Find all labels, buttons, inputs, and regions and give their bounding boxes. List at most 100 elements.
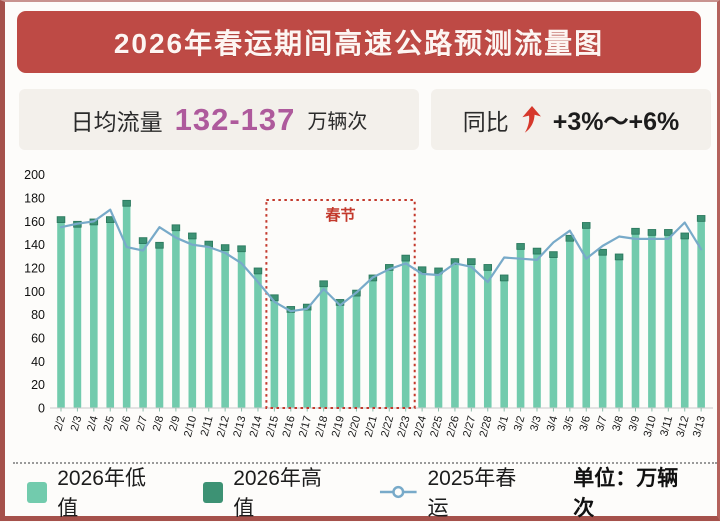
y-axis-tick-label: 60 (31, 332, 45, 346)
x-axis-date-label: 3/7 (594, 415, 610, 433)
bar-high-cap (483, 264, 493, 271)
y-axis-tick-label: 160 (24, 215, 45, 229)
bar-high-cap (220, 244, 230, 251)
x-axis-date-label: 3/11 (658, 415, 675, 438)
traffic-forecast-chart: 0 20 40 60 80 100 120 140 160 180 200 2/2 2/3 2/4 2/5 2… (5, 154, 720, 466)
x-axis-date-label: 2/27 (461, 415, 478, 439)
x-axis-date-label: 2/24 (412, 415, 429, 439)
bar-high-cap (598, 248, 607, 256)
x-axis-date-label: 2/4 (85, 415, 101, 433)
bar-low (336, 305, 344, 408)
up-arrow-icon (521, 106, 541, 133)
x-axis-date-label: 2/14 (248, 415, 265, 439)
bar-low (286, 312, 295, 408)
legend-swatch-icon (202, 481, 224, 503)
bar-low (270, 300, 279, 408)
bar-low (533, 254, 541, 408)
x-axis-date-label: 3/1 (496, 415, 512, 433)
title-banner: 2026年春运期间高速公路预测流量图 (17, 11, 701, 73)
y-axis-tick-label: 0 (38, 402, 45, 416)
x-axis-date-label: 3/9 (627, 415, 643, 433)
chart-legend: 2026年低值 2026年高值 2025年春运 单位：万辆次 (5, 467, 717, 520)
bar-high-cap (171, 224, 181, 232)
x-axis-date-label: 2/6 (118, 415, 134, 433)
bar-high-cap (401, 254, 410, 262)
x-axis-date-label: 2/22 (379, 415, 396, 439)
x-axis-date-label: 3/2 (512, 415, 528, 433)
x-axis-date-label: 2/18 (313, 415, 330, 439)
x-axis-date-label: 2/2 (52, 415, 68, 433)
y-axis-tick-label: 200 (24, 168, 45, 182)
x-axis-date-label: 2/9 (167, 415, 183, 433)
x-axis-date-label: 2/12 (215, 415, 232, 439)
x-axis-date-label: 2/11 (199, 415, 216, 438)
bar-low (155, 248, 164, 408)
x-axis-date-label: 3/10 (642, 415, 659, 439)
bar-low (352, 296, 361, 408)
bar-high-cap (532, 247, 542, 255)
legend-label: 2026年低值 (57, 467, 146, 520)
bar-low (500, 280, 508, 408)
dotted-divider (13, 462, 717, 464)
x-axis-date-label: 2/8 (151, 415, 167, 433)
bar-low (139, 243, 147, 408)
x-axis-date-label: 3/3 (528, 415, 544, 433)
bar-high-cap (319, 280, 328, 288)
bar-low (401, 261, 410, 408)
legend-item-0: 2026年低值 (27, 462, 163, 522)
bar-high-cap (614, 253, 624, 261)
bar-high-cap (581, 222, 591, 229)
bar-high-cap (122, 199, 131, 207)
bar-high-cap (56, 216, 66, 223)
x-axis-date-label: 3/4 (545, 415, 561, 433)
bar-low (451, 264, 459, 408)
bar-low (221, 250, 229, 408)
x-axis-date-label: 2/3 (69, 415, 85, 433)
y-axis-tick-label: 140 (24, 238, 45, 252)
bar-high-cap (237, 245, 246, 253)
bar-low (303, 310, 312, 408)
spring-festival-box (265, 199, 416, 409)
bar-low (483, 270, 492, 408)
bar-high-cap (680, 232, 689, 240)
x-axis-date-label: 2/7 (134, 415, 150, 433)
x-axis-date-label: 2/15 (264, 415, 281, 439)
x-axis-date-label: 2/25 (428, 415, 445, 439)
bar-low (549, 257, 558, 408)
bar-high-cap (253, 267, 263, 275)
stats-row: 日均流量 132-137 万辆次 同比 +3%～+6% (5, 89, 717, 150)
bar-low (516, 249, 525, 408)
bar-low (122, 206, 131, 408)
bar-low (319, 286, 328, 408)
bar-low (418, 272, 426, 408)
x-axis-date-label: 3/13 (691, 415, 708, 439)
daily-flow-card: 日均流量 132-137 万辆次 (19, 89, 419, 150)
daily-flow-value: 132-137 (174, 101, 296, 137)
bar-low (106, 222, 115, 408)
bar-high-cap (138, 237, 148, 244)
x-axis-date-label: 2/26 (445, 415, 462, 439)
legend-item-1: 2026年高值 (202, 462, 339, 522)
y-axis-tick-label: 120 (24, 262, 45, 276)
yoy-value: +3%～+6% (552, 107, 680, 136)
bar-high-cap (647, 229, 657, 236)
bar-low (237, 251, 246, 408)
y-axis-tick-label: 100 (24, 285, 45, 299)
x-axis-date-label: 2/10 (182, 415, 199, 439)
x-axis-date-label: 2/23 (395, 415, 412, 439)
x-axis-date-label: 2/17 (297, 415, 314, 439)
bar-high-cap (549, 251, 558, 258)
legend-item-2: 2025年春运 (379, 462, 533, 522)
daily-flow-label: 日均流量 (70, 108, 163, 135)
bar-low (172, 230, 180, 408)
bar-high-cap (696, 215, 706, 222)
x-axis-date-label: 3/6 (578, 415, 594, 433)
line-2025-series (59, 208, 703, 313)
bar-low (615, 259, 623, 408)
x-axis-date-label: 2/5 (102, 415, 118, 433)
x-axis-date-label: 2/21 (363, 415, 380, 439)
x-axis-date-label: 2/16 (281, 415, 298, 439)
bar-low (664, 235, 673, 408)
